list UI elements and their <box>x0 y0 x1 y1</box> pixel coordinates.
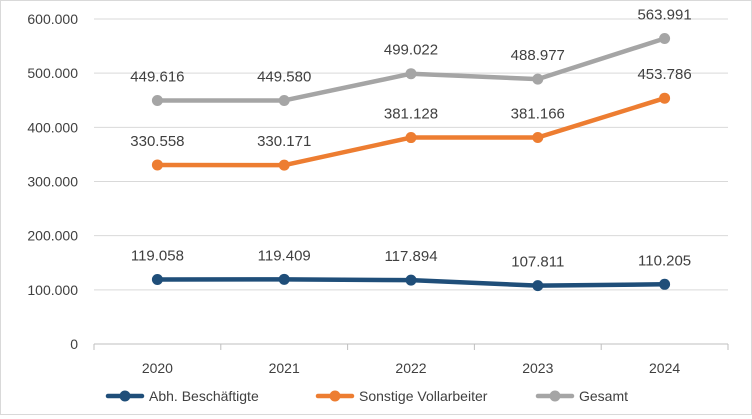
data-point <box>532 280 544 292</box>
data-point <box>278 94 290 106</box>
y-tick-label: 600.000 <box>27 11 78 27</box>
data-label: 563.991 <box>637 7 691 24</box>
data-label: 381.128 <box>384 106 438 123</box>
data-label: 488.977 <box>511 47 565 64</box>
y-tick-label: 400.000 <box>27 119 78 135</box>
data-point <box>659 92 671 104</box>
data-point <box>405 274 417 286</box>
data-label: 110.205 <box>638 252 691 269</box>
data-label: 119.058 <box>131 248 184 265</box>
x-tick-label: 2024 <box>649 360 680 376</box>
legend-marker <box>119 390 131 402</box>
data-point <box>405 68 417 80</box>
data-label: 117.894 <box>384 248 437 265</box>
x-axis: 2020 2021 2022 2023 2024 <box>93 343 729 376</box>
data-label: 381.166 <box>511 106 565 123</box>
y-axis-ticks: 0 100.000 200.000 300.000 400.000 500.000 600.… <box>27 11 78 352</box>
y-tick-label: 0 <box>70 336 78 352</box>
series-lines <box>151 33 671 292</box>
x-tick-label: 2023 <box>522 360 553 376</box>
y-tick-label: 300.000 <box>27 174 78 190</box>
data-labels: 119.058 119.409 117.894 107.811 110.205 330.5… <box>130 7 691 271</box>
y-tick-label: 200.000 <box>27 228 78 244</box>
data-label: 119.409 <box>258 247 311 264</box>
data-point <box>151 94 163 106</box>
x-tick-label: 2020 <box>142 360 173 376</box>
data-label: 499.022 <box>384 42 438 59</box>
data-point <box>151 159 163 171</box>
data-point <box>278 159 290 171</box>
y-tick-label: 100.000 <box>27 282 78 298</box>
data-label: 453.786 <box>637 66 691 83</box>
x-tick-label: 2021 <box>269 360 300 376</box>
data-point <box>659 278 671 290</box>
legend: Abh. Beschäftigte Sonstige Vollarbeiter Ge… <box>105 388 628 404</box>
data-label: 449.580 <box>257 68 311 85</box>
legend-label: Gesamt <box>579 388 628 404</box>
data-point <box>532 132 544 144</box>
data-point <box>278 273 290 285</box>
legend-label: Sonstige Vollarbeiter <box>359 388 488 404</box>
data-point <box>532 73 544 85</box>
y-tick-label: 500.000 <box>27 65 78 81</box>
x-tick-label: 2022 <box>395 360 426 376</box>
data-point <box>405 132 417 144</box>
data-point <box>151 274 163 286</box>
data-point <box>659 33 671 45</box>
legend-marker <box>329 390 341 402</box>
data-label: 330.171 <box>257 133 311 150</box>
legend-label: Abh. Beschäftigte <box>149 388 259 404</box>
data-label: 330.558 <box>130 133 184 150</box>
data-label: 449.616 <box>130 68 184 85</box>
legend-marker <box>549 390 561 402</box>
data-label: 107.811 <box>511 254 564 271</box>
